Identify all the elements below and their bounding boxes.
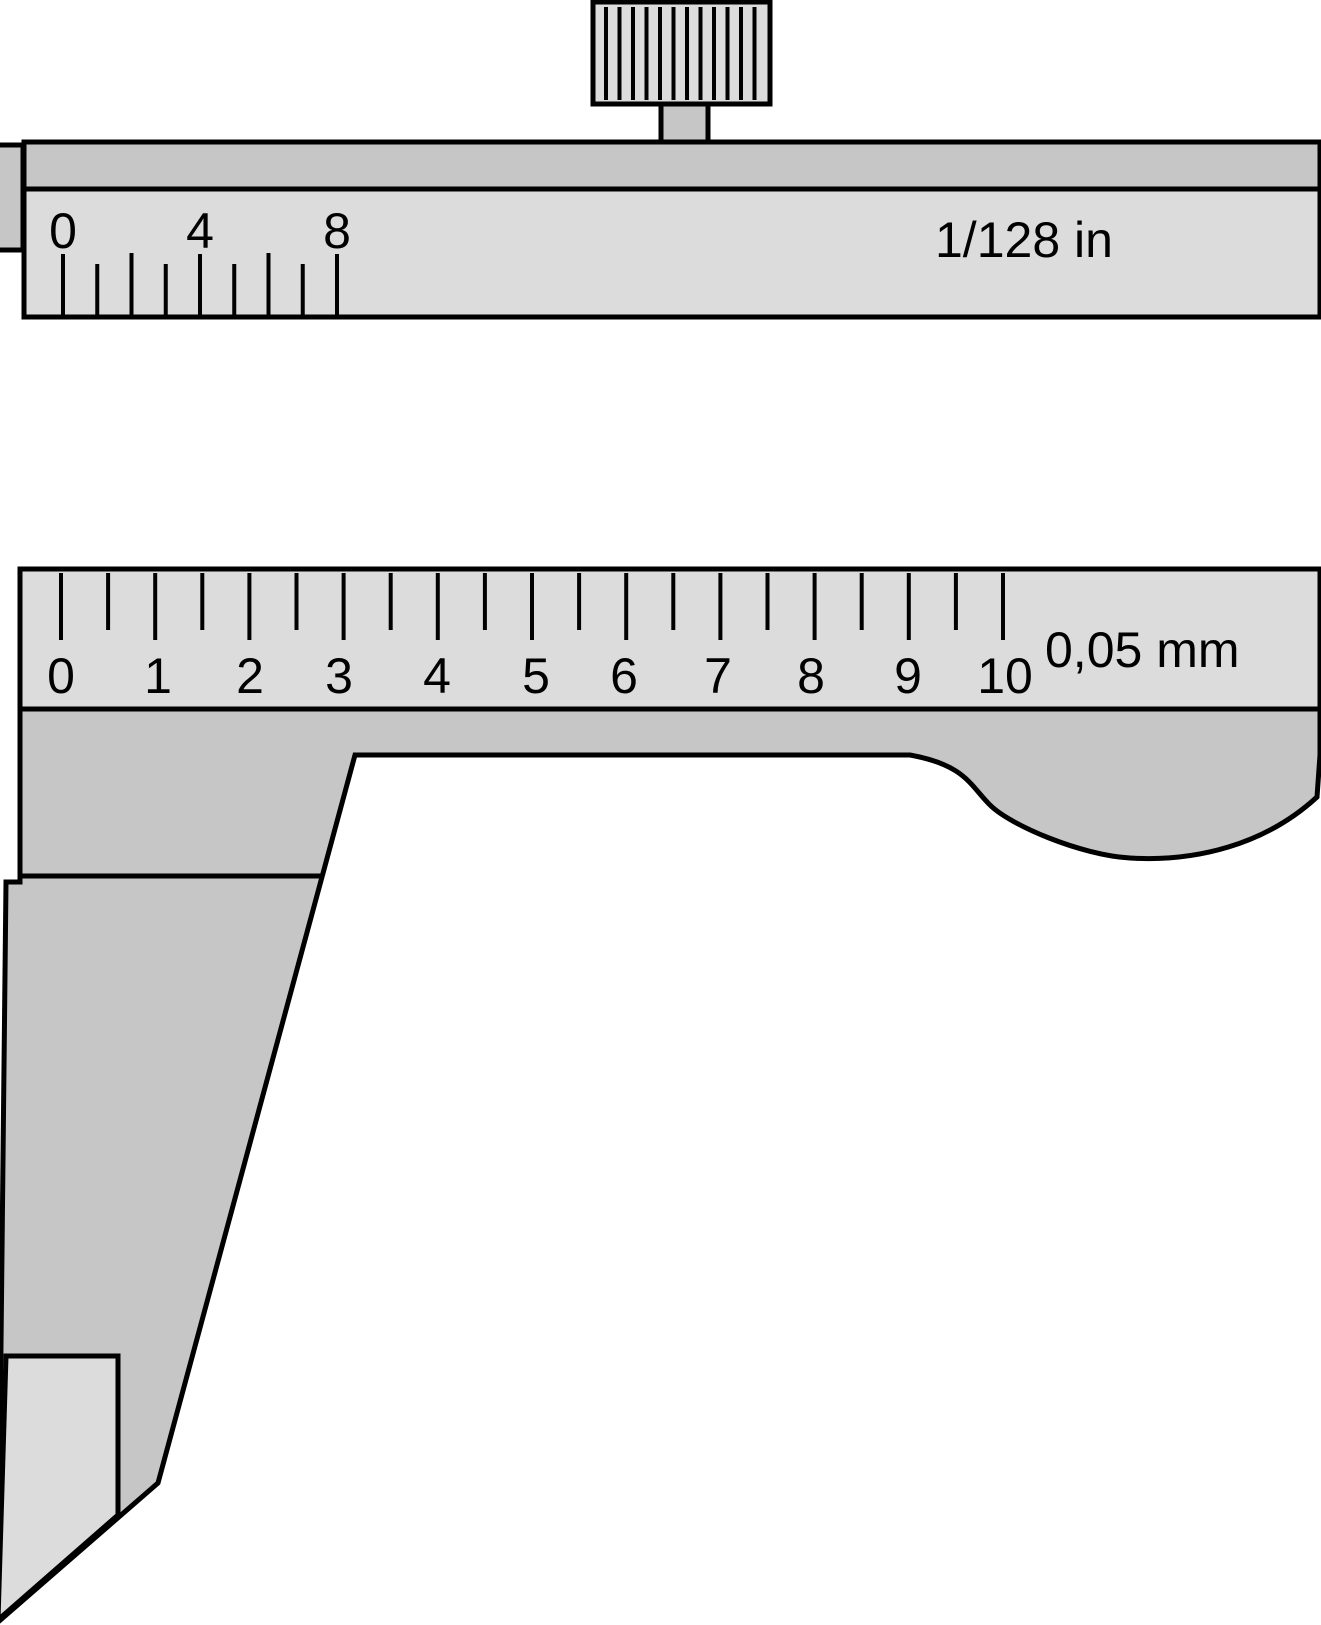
- slider-left-stub: [0, 142, 26, 253]
- thumb-screw-icon[interactable]: [590, 0, 773, 145]
- mm-label-10: 10: [977, 648, 1033, 704]
- metric-vernier-jaw: 0 1 2 3 4 5 6 7 8 9 10 0,05 mm: [0, 566, 1321, 1624]
- mm-label-3: 3: [325, 648, 353, 704]
- jaw-body: [0, 566, 1321, 1624]
- mm-label-0: 0: [47, 648, 75, 704]
- metric-resolution-label: 0,05 mm: [1045, 622, 1240, 678]
- mm-label-9: 9: [894, 648, 922, 704]
- mm-label-7: 7: [704, 648, 732, 704]
- inch-label-4: 4: [186, 203, 214, 259]
- mm-label-1: 1: [144, 648, 172, 704]
- metric-scale-labels: 0 1 2 3 4 5 6 7 8 9 10: [47, 648, 1033, 704]
- mm-label-2: 2: [236, 648, 264, 704]
- inch-scale-ticks: [61, 253, 339, 315]
- inch-vernier-slider: 0 4 8 1/128 in: [0, 0, 1321, 320]
- inch-label-0: 0: [49, 203, 77, 259]
- inch-scale-labels: 0 4 8: [49, 203, 351, 259]
- metric-scale-ticks: [59, 573, 1005, 640]
- mm-label-6: 6: [610, 648, 638, 704]
- inch-resolution-label: 1/128 in: [935, 212, 1113, 268]
- inch-scale-face: [21, 186, 1321, 320]
- mm-label-5: 5: [522, 648, 550, 704]
- jaw-face-insert: [0, 1353, 121, 1622]
- mm-label-4: 4: [423, 648, 451, 704]
- thumb-screw-knurling: [604, 7, 757, 100]
- metric-scale-face: [17, 566, 1321, 712]
- inch-label-8: 8: [323, 203, 351, 259]
- mm-label-8: 8: [797, 648, 825, 704]
